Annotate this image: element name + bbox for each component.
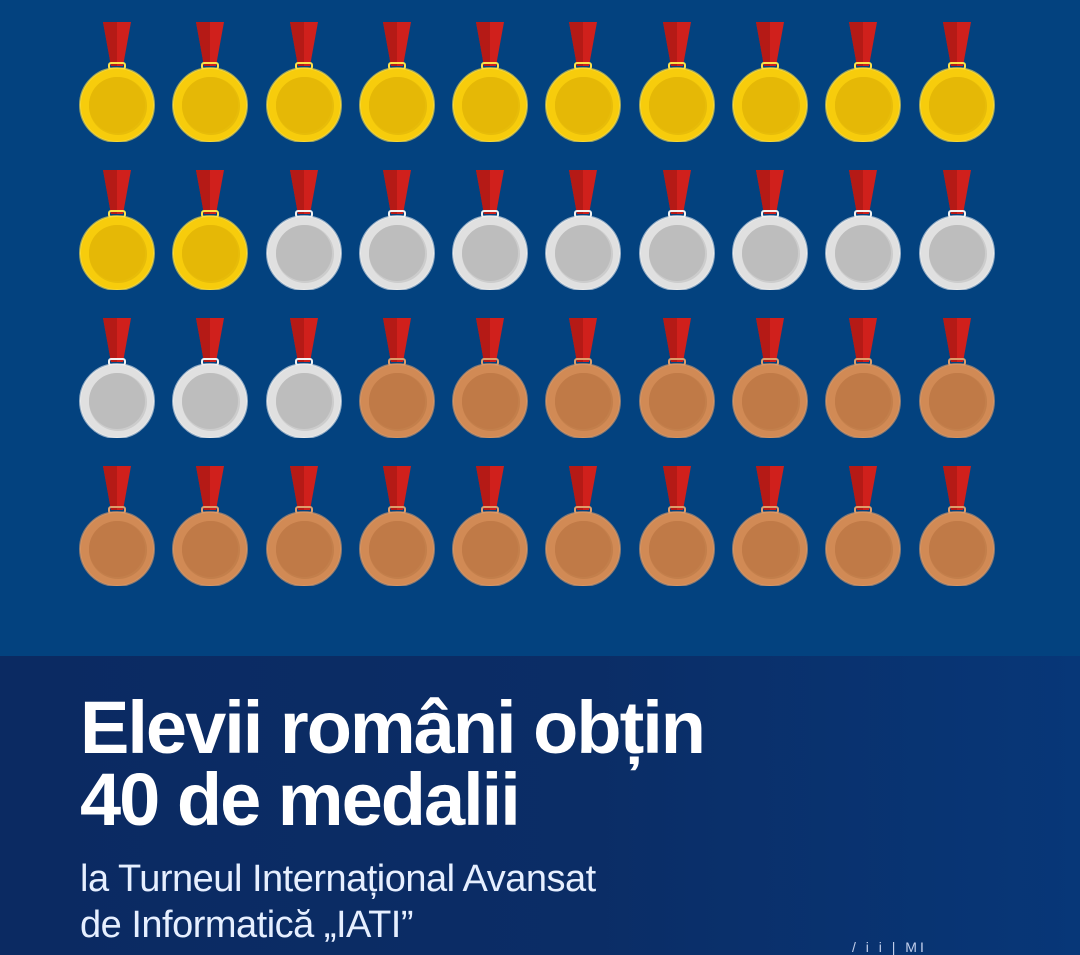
bronze-medal-icon	[918, 318, 995, 466]
silver-medal-icon	[732, 170, 809, 318]
caption-panel: Elevii români obțin 40 de medalii la Tur…	[0, 656, 1080, 955]
bronze-medal-icon	[638, 318, 715, 466]
gold-medal-icon	[545, 22, 622, 170]
bronze-medal-icon	[918, 466, 995, 614]
bronze-medal-icon	[545, 318, 622, 466]
silver-medal-icon	[918, 170, 995, 318]
gold-medal-icon	[358, 22, 435, 170]
bronze-medal-icon	[732, 318, 809, 466]
headline-line-1: Elevii români obțin	[80, 686, 706, 769]
bronze-medal-icon	[358, 318, 435, 466]
gold-medal-icon	[452, 22, 529, 170]
bronze-medal-icon	[265, 466, 342, 614]
bronze-medal-icon	[825, 318, 902, 466]
subtitle-line-1: la Turneul Internațional Avansat	[80, 858, 596, 900]
gold-medal-icon	[172, 22, 249, 170]
subtitle: la Turneul Internațional Avansat de Info…	[80, 856, 596, 948]
bronze-medal-icon	[172, 466, 249, 614]
silver-medal-icon	[638, 170, 715, 318]
gold-medal-icon	[825, 22, 902, 170]
medal-grid-area	[79, 22, 995, 614]
bronze-medal-icon	[452, 318, 529, 466]
corner-logo-text: / i i | MI	[852, 939, 927, 955]
gold-medal-icon	[172, 170, 249, 318]
silver-medal-icon	[545, 170, 622, 318]
silver-medal-icon	[825, 170, 902, 318]
silver-medal-icon	[358, 170, 435, 318]
subtitle-line-2: de Informatică „IATI”	[80, 904, 414, 946]
silver-medal-icon	[265, 170, 342, 318]
silver-medal-icon	[452, 170, 529, 318]
headline: Elevii români obțin 40 de medalii	[80, 686, 706, 841]
gold-medal-icon	[265, 22, 342, 170]
silver-medal-icon	[265, 318, 342, 466]
gold-medal-icon	[638, 22, 715, 170]
medal-grid	[79, 22, 995, 614]
bronze-medal-icon	[452, 466, 529, 614]
gold-medal-icon	[732, 22, 809, 170]
headline-line-2: 40 de medalii	[80, 758, 521, 841]
silver-medal-icon	[172, 318, 249, 466]
bronze-medal-icon	[825, 466, 902, 614]
bronze-medal-icon	[545, 466, 622, 614]
gold-medal-icon	[918, 22, 995, 170]
bronze-medal-icon	[638, 466, 715, 614]
bronze-medal-icon	[358, 466, 435, 614]
silver-medal-icon	[79, 318, 155, 466]
bronze-medal-icon	[79, 466, 155, 614]
bronze-medal-icon	[732, 466, 809, 614]
gold-medal-icon	[79, 170, 155, 318]
gold-medal-icon	[79, 22, 155, 170]
